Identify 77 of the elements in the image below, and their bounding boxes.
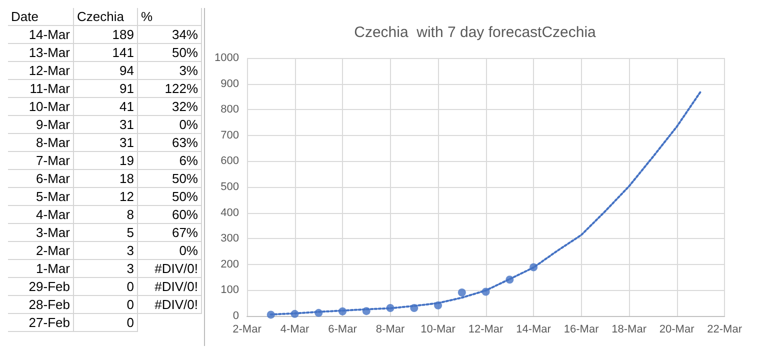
x-tick-label: 20-Mar <box>659 324 695 336</box>
x-tick-label: 4-Mar <box>280 324 310 336</box>
text: 5 <box>74 224 138 242</box>
text: 0 <box>74 314 138 332</box>
y-tick-label: 400 <box>220 206 239 219</box>
text: 4-Mar <box>8 206 74 224</box>
text: Czechia <box>74 8 138 26</box>
text: 0 <box>74 278 138 296</box>
text: 12 <box>74 188 138 206</box>
text: 3 <box>74 242 138 260</box>
text: 8-Mar <box>8 134 74 152</box>
text: 67% <box>138 224 202 242</box>
text: 12-Mar <box>8 62 74 80</box>
text: 63% <box>138 134 202 152</box>
text: 31 <box>74 134 138 152</box>
text: 189 <box>74 26 138 44</box>
text: 3% <box>138 62 202 80</box>
text: % <box>138 8 202 26</box>
y-tick-label: 200 <box>220 258 239 270</box>
text: 34% <box>138 26 202 44</box>
text: 9-Mar <box>8 116 74 134</box>
text: 2-Mar <box>8 242 74 260</box>
x-tick-label: 12-Mar <box>468 324 504 336</box>
y-tick-label: 100 <box>220 284 239 296</box>
x-tick-label: 16-Mar <box>564 324 600 336</box>
x-tick-label: 14-Mar <box>516 324 552 336</box>
y-tick-label: 900 <box>220 78 239 90</box>
text: 31 <box>74 116 138 134</box>
text: 50% <box>138 44 202 62</box>
text: 3 <box>74 260 138 278</box>
text: 27-Feb <box>8 314 74 332</box>
text: 1-Mar <box>8 260 74 278</box>
text: 10-Mar <box>8 98 74 116</box>
x-tick-label: 10-Mar <box>420 324 456 336</box>
text: 6-Mar <box>8 170 74 188</box>
text: 6% <box>138 152 202 170</box>
text: #DIV/0! <box>138 296 202 314</box>
y-tick-label: 800 <box>220 104 239 116</box>
text: 32% <box>138 98 202 116</box>
y-tick-label: 600 <box>220 155 239 168</box>
x-tick-label: 22-Mar <box>707 324 742 336</box>
text: 19 <box>74 152 138 170</box>
text: 28-Feb <box>8 296 74 314</box>
text: 14-Mar <box>8 26 74 44</box>
text: Date <box>8 8 74 26</box>
text: 7-Mar <box>8 152 74 170</box>
x-tick-label: 6-Mar <box>328 324 358 336</box>
text: 60% <box>138 206 202 224</box>
text: 0% <box>138 116 202 134</box>
y-tick-label: 300 <box>220 232 239 245</box>
x-tick-label: 8-Mar <box>376 324 405 336</box>
text: 11-Mar <box>8 80 74 98</box>
text: 29-Feb <box>8 278 74 296</box>
y-tick-label: 0 <box>232 310 239 322</box>
x-tick-label: 18-Mar <box>612 324 647 336</box>
text: 0 <box>74 296 138 314</box>
text: 13-Mar <box>8 44 74 62</box>
text: 41 <box>74 98 138 116</box>
text: #DIV/0! <box>138 278 202 296</box>
text: 141 <box>74 44 138 62</box>
point <box>458 288 466 297</box>
text: 5-Mar <box>8 188 74 206</box>
text: 94 <box>74 62 138 80</box>
chart-title: Czechia with 7 day forecastCzechia <box>354 24 597 41</box>
text: 91 <box>74 80 138 98</box>
y-tick-label: 500 <box>220 181 239 193</box>
text: #DIV/0! <box>138 260 202 278</box>
text: 50% <box>138 170 202 188</box>
text: 8 <box>74 206 138 224</box>
x-tick-label: 2-Mar <box>232 324 262 336</box>
text: 122% <box>138 80 202 98</box>
y-tick-label: 700 <box>220 129 239 142</box>
text: 3-Mar <box>8 224 74 242</box>
y-tick-label: 1000 <box>214 52 239 64</box>
text: 18 <box>74 170 138 188</box>
text: 50% <box>138 188 202 206</box>
text: 0% <box>138 242 202 260</box>
